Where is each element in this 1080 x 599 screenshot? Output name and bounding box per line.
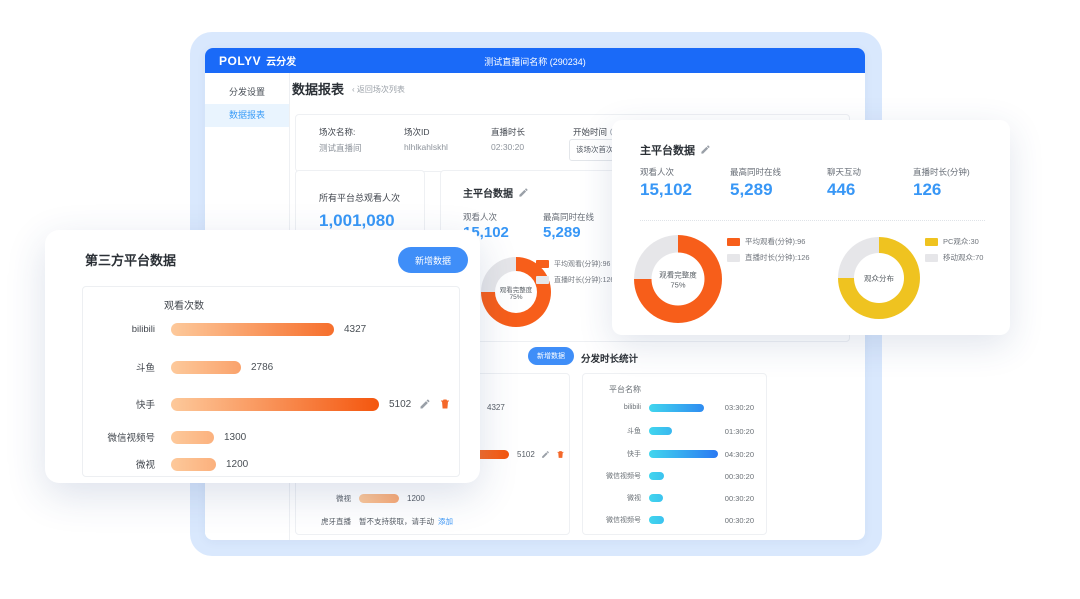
views-metric-label: 观看人次 <box>640 167 675 177</box>
add-data-button[interactable]: 新增数据 <box>528 347 574 365</box>
duration-bar <box>649 450 718 458</box>
legend-swatch-gray <box>536 276 549 284</box>
main-platform-overlay-card: 主平台数据 观看人次 15,102 最高同时在线 5,289 聊天互动 446 … <box>612 120 1010 335</box>
duration-row: 微视 00:30:20 <box>627 493 754 503</box>
logo-suffix-text: 云分发 <box>266 57 297 68</box>
add-data-button[interactable]: 新增数据 <box>398 247 468 273</box>
legend-item: 平均观看(分钟):96 <box>536 259 610 269</box>
views-bar <box>171 323 334 336</box>
total-views-value: 1,001,080 <box>319 211 395 230</box>
duration-bar <box>649 472 664 480</box>
concurrent-metric-value: 5,289 <box>730 180 773 199</box>
views-chart-title: 观看次数 <box>164 301 204 312</box>
manual-add-link[interactable]: 添加 <box>438 517 453 526</box>
donut-center-label: 观看完整度 <box>659 270 697 279</box>
views-bar <box>171 360 241 374</box>
back-link-label: 返回场次列表 <box>356 85 405 94</box>
back-to-session-list-link[interactable]: ‹ 返回场次列表 <box>352 85 405 94</box>
legend-item: 平均观看(分钟):96 <box>727 236 805 247</box>
duration-row: bilibili 03:30:20 <box>623 403 754 412</box>
duration-bar <box>649 516 664 524</box>
duration-row: 快手 04:30:20 <box>627 449 754 459</box>
completion-donut-chart: 观看完整度 75% <box>634 235 722 323</box>
delete-icon[interactable] <box>439 398 451 410</box>
unsupported-note: 暂不支持获取，请手动 <box>359 517 434 526</box>
legend-item: 直播时长(分钟):126 <box>536 275 614 285</box>
legend-swatch-yellow <box>925 237 938 246</box>
donut-center-value: 75% <box>670 280 686 289</box>
live-duration-label: 直播时长 <box>491 127 526 137</box>
delete-icon[interactable] <box>556 450 565 459</box>
chart-row: 斗鱼 2786 <box>135 360 274 374</box>
polyv-logo: POLYV 云分发 <box>219 53 296 68</box>
duration-row: 微信视频号 00:30:20 <box>606 471 754 481</box>
session-id-label: 场次ID <box>404 127 430 137</box>
legend-swatch-gray <box>727 253 740 262</box>
third-party-overlay-card: 第三方平台数据 新增数据 观看次数 bilibili 4327 斗鱼 2786 … <box>45 230 480 483</box>
views-bar <box>171 430 214 444</box>
duration-metric-label: 直播时长(分钟) <box>913 167 970 177</box>
legend-item: 直播时长(分钟):126 <box>727 252 810 263</box>
duration-bar <box>649 494 663 502</box>
chart-row: 微视 1200 <box>336 494 425 503</box>
legend-item: PC观众:30 <box>925 236 979 247</box>
unsupported-platform-row: 虎牙直播 暂不支持获取，请手动 添加 <box>321 517 453 526</box>
logo-text: POLYV <box>219 54 262 68</box>
sidebar-item-distribution-settings[interactable]: 分发设置 <box>228 87 265 97</box>
views-chart-box: 观看次数 bilibili 4327 斗鱼 2786 快手 5102 微信视频号 <box>82 286 460 477</box>
duration-row: 微信视频号 00:30:20 <box>606 515 754 525</box>
concurrent-metric-value: 5,289 <box>543 224 581 241</box>
duration-row: 斗鱼 01:30:20 <box>627 426 754 436</box>
app-header: POLYV 云分发 测试直播间名称 (290234) <box>205 48 865 73</box>
legend-swatch-orange <box>727 237 740 246</box>
audience-donut-chart: 观众分布 <box>838 237 920 319</box>
edit-icon[interactable] <box>518 187 529 198</box>
donut-center-label: 观众分布 <box>864 273 894 283</box>
room-title: 测试直播间名称 (290234) <box>484 57 586 67</box>
legend-swatch-orange <box>536 260 549 268</box>
edit-icon[interactable] <box>419 398 431 410</box>
views-metric-value: 15,102 <box>640 180 692 199</box>
main-platform-title: 主平台数据 <box>463 185 529 200</box>
overlay-card-title: 主平台数据 <box>640 142 711 158</box>
legend-swatch-gray <box>925 253 938 262</box>
chart-row: 微信视频号 1300 <box>107 430 247 444</box>
concurrent-metric-label: 最高同时在线 <box>730 167 782 177</box>
chart-row: 微视 1200 <box>135 457 249 471</box>
platform-name-header: 平台名称 <box>609 385 641 394</box>
total-views-label: 所有平台总观看人次 <box>319 193 401 203</box>
live-duration-value: 02:30:20 <box>491 142 525 152</box>
views-bar <box>171 457 216 471</box>
divider <box>640 220 985 221</box>
session-id-value: hlhlkahlskhl <box>404 142 448 152</box>
sidebar-item-data-report[interactable]: 数据报表 <box>205 104 289 127</box>
completion-donut-chart: 观看完整度 75% <box>481 257 551 327</box>
duration-section-title: 分发时长统计 <box>581 354 639 365</box>
duration-table-panel: 平台名称 bilibili 03:30:20 斗鱼 01:30:20 快手 04… <box>582 373 767 535</box>
donut-center-value: 75% <box>509 293 523 301</box>
page-title: 数据报表 <box>292 82 345 97</box>
views-metric-label: 观看人次 <box>463 212 498 222</box>
edit-icon[interactable] <box>541 450 550 459</box>
views-bar <box>359 494 399 503</box>
concurrent-metric-label: 最高同时在线 <box>543 212 595 222</box>
session-name-value: 测试直播间 <box>319 143 362 153</box>
session-name-label: 场次名称: <box>319 127 356 137</box>
legend-item: 移动观众:70 <box>925 252 983 263</box>
duration-bar <box>649 403 704 412</box>
chart-row: 快手 5102 <box>93 397 451 411</box>
third-party-title: 第三方平台数据 <box>85 253 177 268</box>
chat-metric-label: 聊天互动 <box>827 167 862 177</box>
views-bar <box>171 397 379 411</box>
chart-row: bilibili 4327 <box>131 323 367 336</box>
edit-icon[interactable] <box>700 144 711 155</box>
duration-metric-value: 126 <box>913 180 942 199</box>
donut-center-label: 观看完整度 <box>499 286 533 294</box>
duration-bar <box>649 427 672 435</box>
chat-metric-value: 446 <box>827 180 856 199</box>
